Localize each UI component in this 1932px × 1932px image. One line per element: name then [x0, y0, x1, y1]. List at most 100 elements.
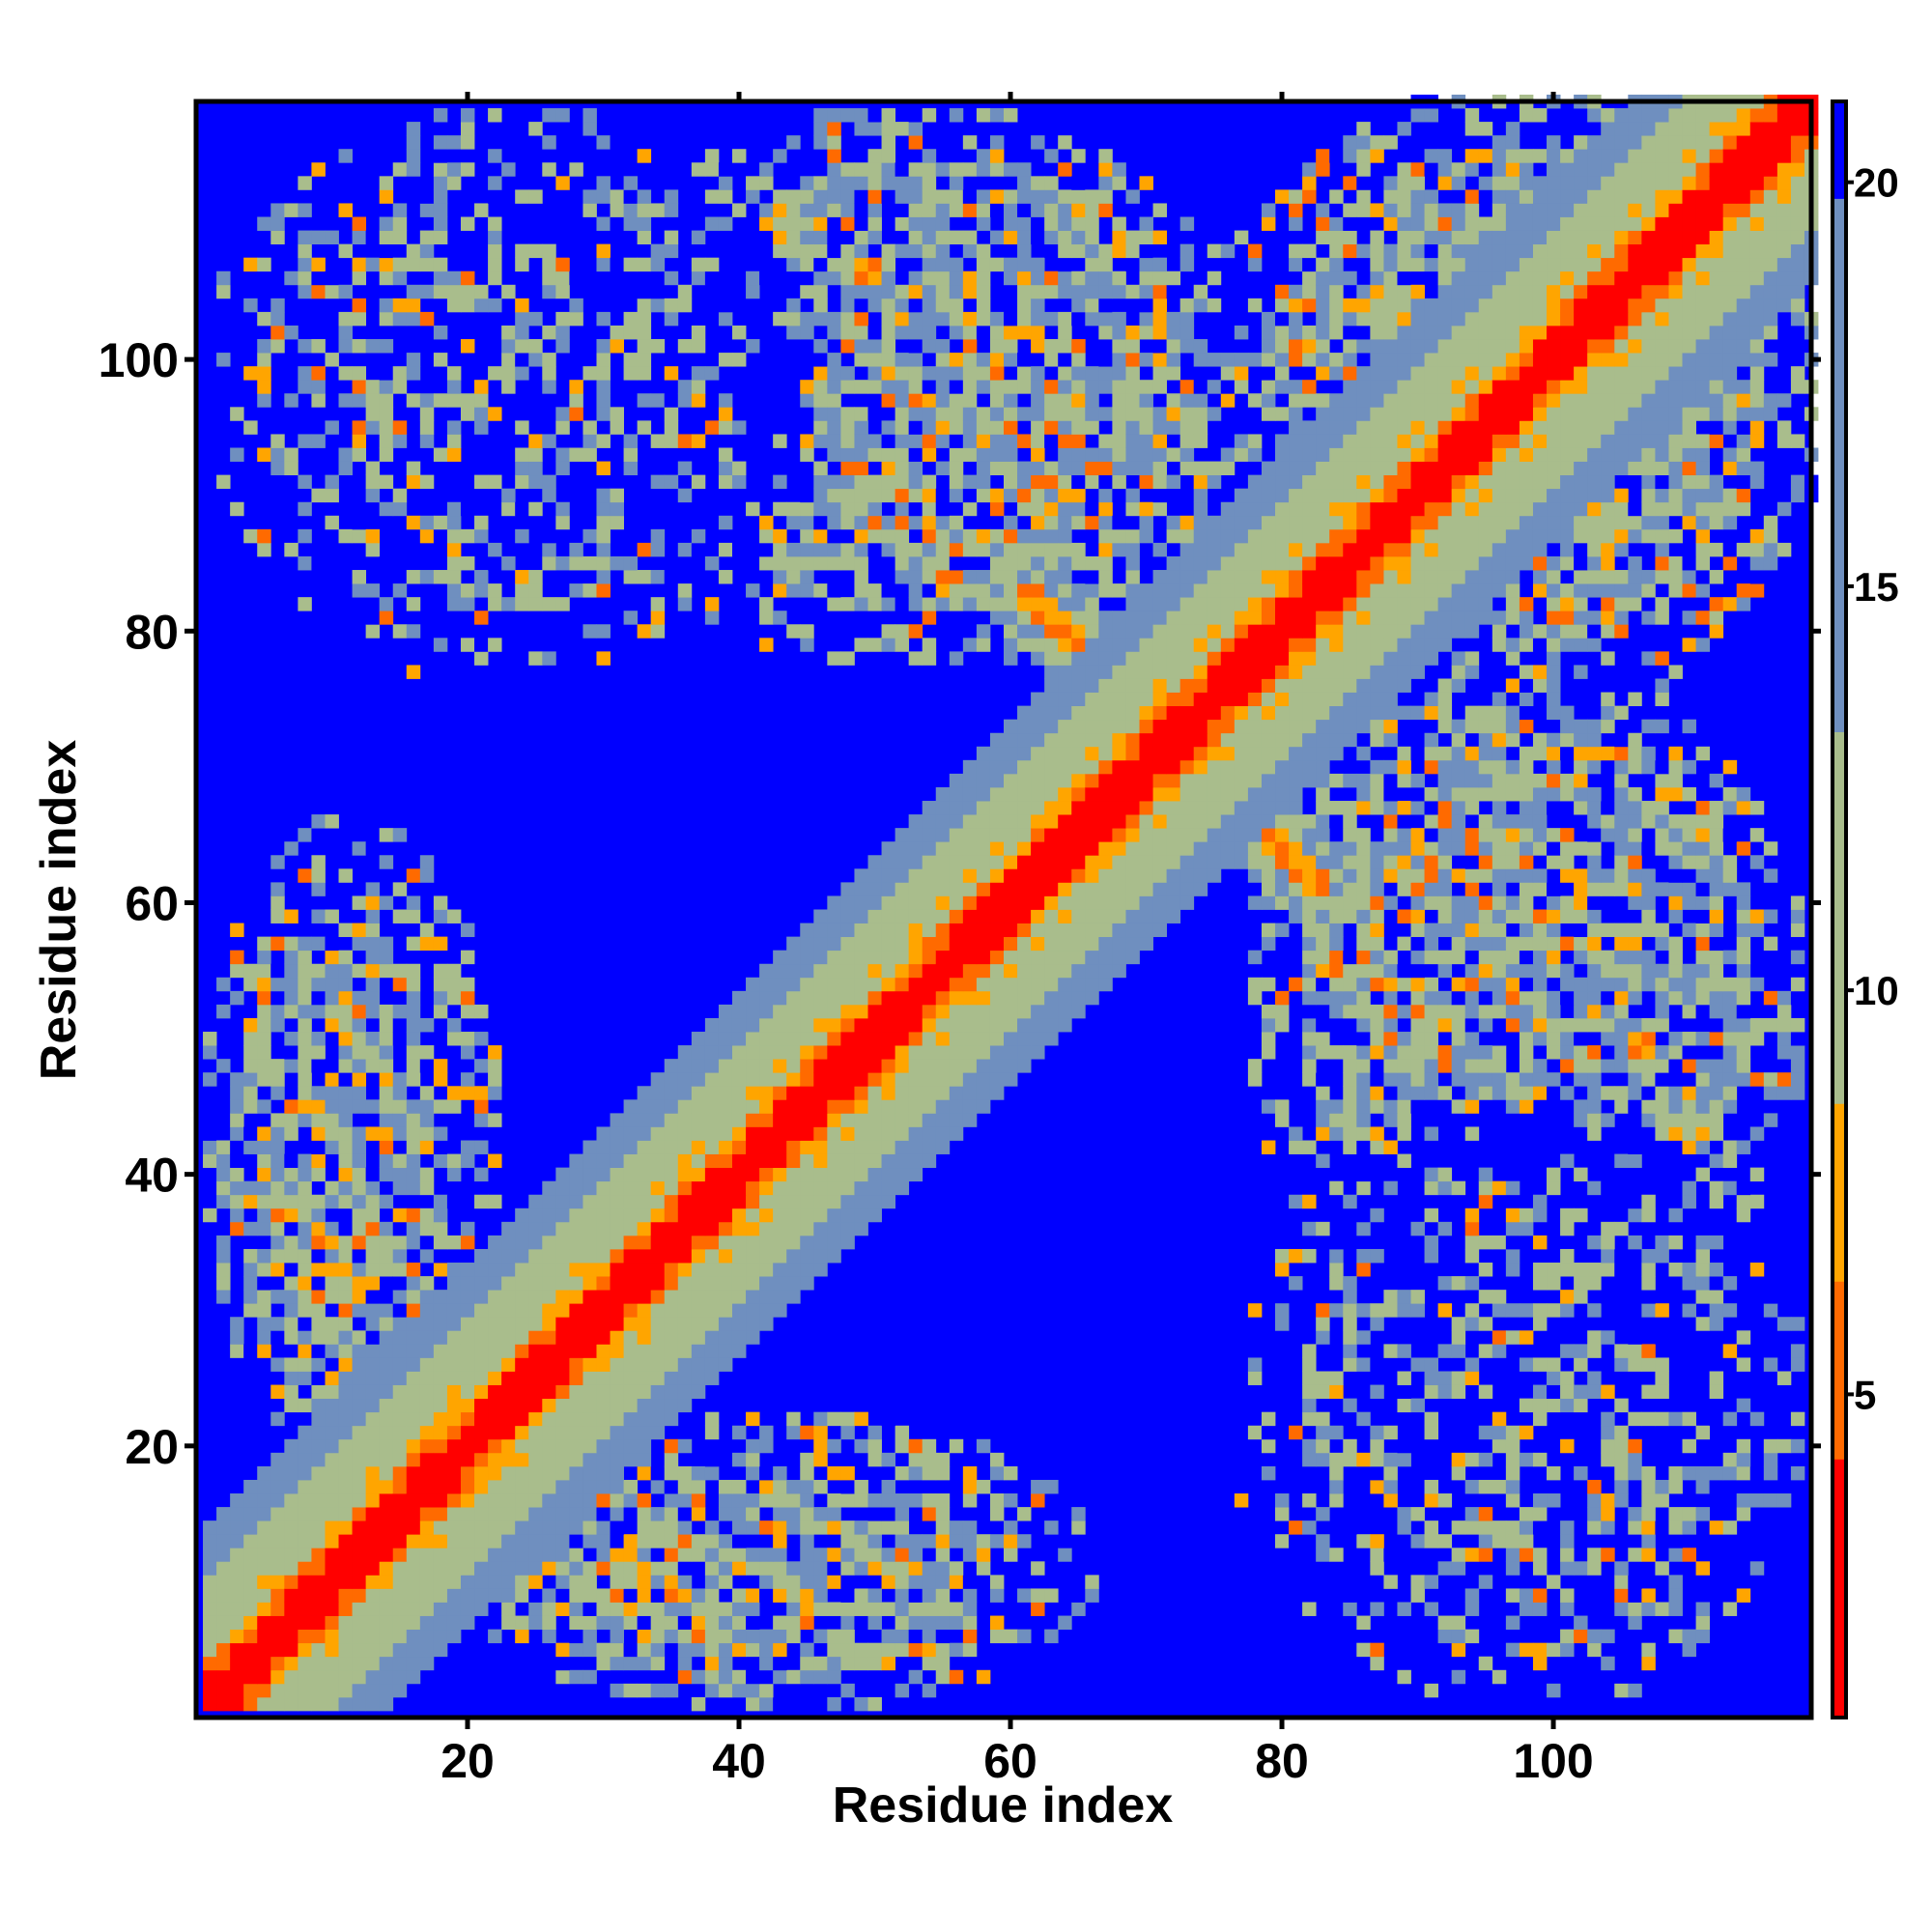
heatmap-cell — [691, 1086, 706, 1100]
heatmap-cell — [1790, 990, 1805, 1006]
heatmap-cell — [1437, 1344, 1453, 1358]
heatmap-cell — [867, 339, 882, 354]
heatmap-cell — [1641, 1384, 1656, 1400]
heatmap-cell — [881, 257, 895, 272]
heatmap-cell — [637, 624, 652, 639]
heatmap-cell — [406, 1059, 421, 1073]
heatmap-cell — [949, 583, 964, 598]
heatmap-cell — [1437, 1561, 1453, 1576]
heatmap-cell — [1655, 1384, 1669, 1400]
heatmap-cell — [406, 366, 421, 381]
heatmap-cell — [298, 257, 312, 272]
heatmap-cell — [1275, 1317, 1290, 1331]
heatmap-cell — [419, 311, 435, 327]
heatmap-cell — [1004, 746, 1018, 761]
heatmap-cell — [555, 461, 570, 476]
heatmap-cell — [935, 434, 951, 448]
heatmap-cell — [528, 474, 543, 490]
heatmap-cell — [1505, 1072, 1520, 1087]
heatmap-cell — [895, 1086, 910, 1100]
heatmap-cell — [677, 1384, 693, 1400]
heatmap-cell — [515, 420, 529, 435]
heatmap-cell — [230, 1208, 244, 1223]
heatmap-cell — [949, 420, 964, 435]
heatmap-cell — [704, 149, 720, 163]
heatmap-cell — [311, 270, 326, 286]
heatmap-cell — [582, 366, 597, 381]
heatmap-cell — [1044, 909, 1059, 923]
heatmap-cell — [433, 909, 448, 923]
heatmap-cell — [840, 1126, 855, 1141]
heatmap-cell — [949, 353, 964, 367]
heatmap-cell — [854, 298, 868, 313]
heatmap-cell — [406, 1263, 421, 1277]
heatmap-cell — [230, 1588, 244, 1603]
heatmap-cell — [650, 1588, 666, 1603]
heatmap-cell — [392, 380, 408, 394]
heatmap-cell — [1017, 841, 1032, 856]
heatmap-cell — [1547, 1072, 1561, 1087]
heatmap-cell — [827, 1561, 841, 1576]
heatmap-cell — [731, 1072, 747, 1087]
heatmap-cell — [1343, 882, 1357, 896]
heatmap-cell — [1519, 1221, 1534, 1236]
heatmap-cell — [867, 1194, 882, 1209]
heatmap-cell — [746, 1263, 760, 1277]
heatmap-cell — [501, 1465, 516, 1481]
heatmap-cell — [460, 162, 475, 177]
heatmap-cell — [352, 1561, 367, 1576]
heatmap-cell — [650, 1072, 666, 1087]
heatmap-cell — [1004, 542, 1018, 557]
heatmap-cell — [257, 990, 271, 1006]
heatmap-cell — [460, 108, 475, 123]
heatmap-cell — [460, 216, 475, 231]
heatmap-cell — [365, 1465, 381, 1481]
heatmap-cell — [976, 257, 991, 272]
heatmap-cell — [1492, 1303, 1507, 1318]
heatmap-cell — [1736, 950, 1751, 965]
heatmap-cell — [433, 1588, 448, 1603]
heatmap-cell — [854, 1072, 868, 1087]
heatmap-cell — [379, 1602, 394, 1616]
heatmap-cell — [1098, 977, 1113, 992]
heatmap-cell — [460, 1344, 475, 1358]
heatmap-cell — [298, 1534, 312, 1548]
heatmap-cell — [650, 1398, 666, 1413]
heatmap-cell — [1547, 1032, 1561, 1046]
heatmap-cell — [1017, 407, 1032, 421]
heatmap-cell — [474, 1520, 489, 1535]
heatmap-cell — [555, 1575, 570, 1589]
heatmap-cell — [392, 1465, 408, 1481]
heatmap-cell — [1424, 1357, 1439, 1372]
heatmap-cell — [311, 366, 326, 381]
heatmap-cell — [1343, 909, 1357, 923]
heatmap-cell — [1655, 882, 1669, 896]
heatmap-cell — [555, 1317, 570, 1331]
heatmap-cell — [664, 1263, 679, 1277]
heatmap-cell — [854, 1208, 868, 1223]
heatmap-cell — [582, 420, 597, 435]
heatmap-cell — [664, 1099, 679, 1114]
heatmap-cell — [1519, 1534, 1534, 1548]
heatmap-cell — [949, 162, 964, 177]
heatmap-cell — [867, 501, 882, 517]
heatmap-cell — [908, 814, 923, 829]
heatmap-cell — [759, 1465, 774, 1481]
heatmap-cell — [1492, 882, 1507, 896]
heatmap-cell — [1505, 1493, 1520, 1508]
heatmap-cell — [691, 1669, 706, 1685]
heatmap-cell — [365, 583, 381, 598]
heatmap-cell — [962, 909, 978, 923]
heatmap-cell — [677, 1479, 693, 1494]
heatmap-cell — [637, 1534, 652, 1548]
heatmap-cell — [433, 1004, 448, 1019]
heatmap-cell — [867, 203, 882, 217]
heatmap-cell — [854, 555, 868, 571]
heatmap-cell — [650, 1344, 666, 1358]
heatmap-cell — [1004, 203, 1018, 217]
heatmap-cell — [759, 1290, 774, 1304]
heatmap-cell — [691, 1629, 706, 1644]
heatmap-cell — [1370, 1086, 1384, 1100]
heatmap-cell — [433, 895, 448, 910]
heatmap-cell — [1492, 936, 1507, 952]
